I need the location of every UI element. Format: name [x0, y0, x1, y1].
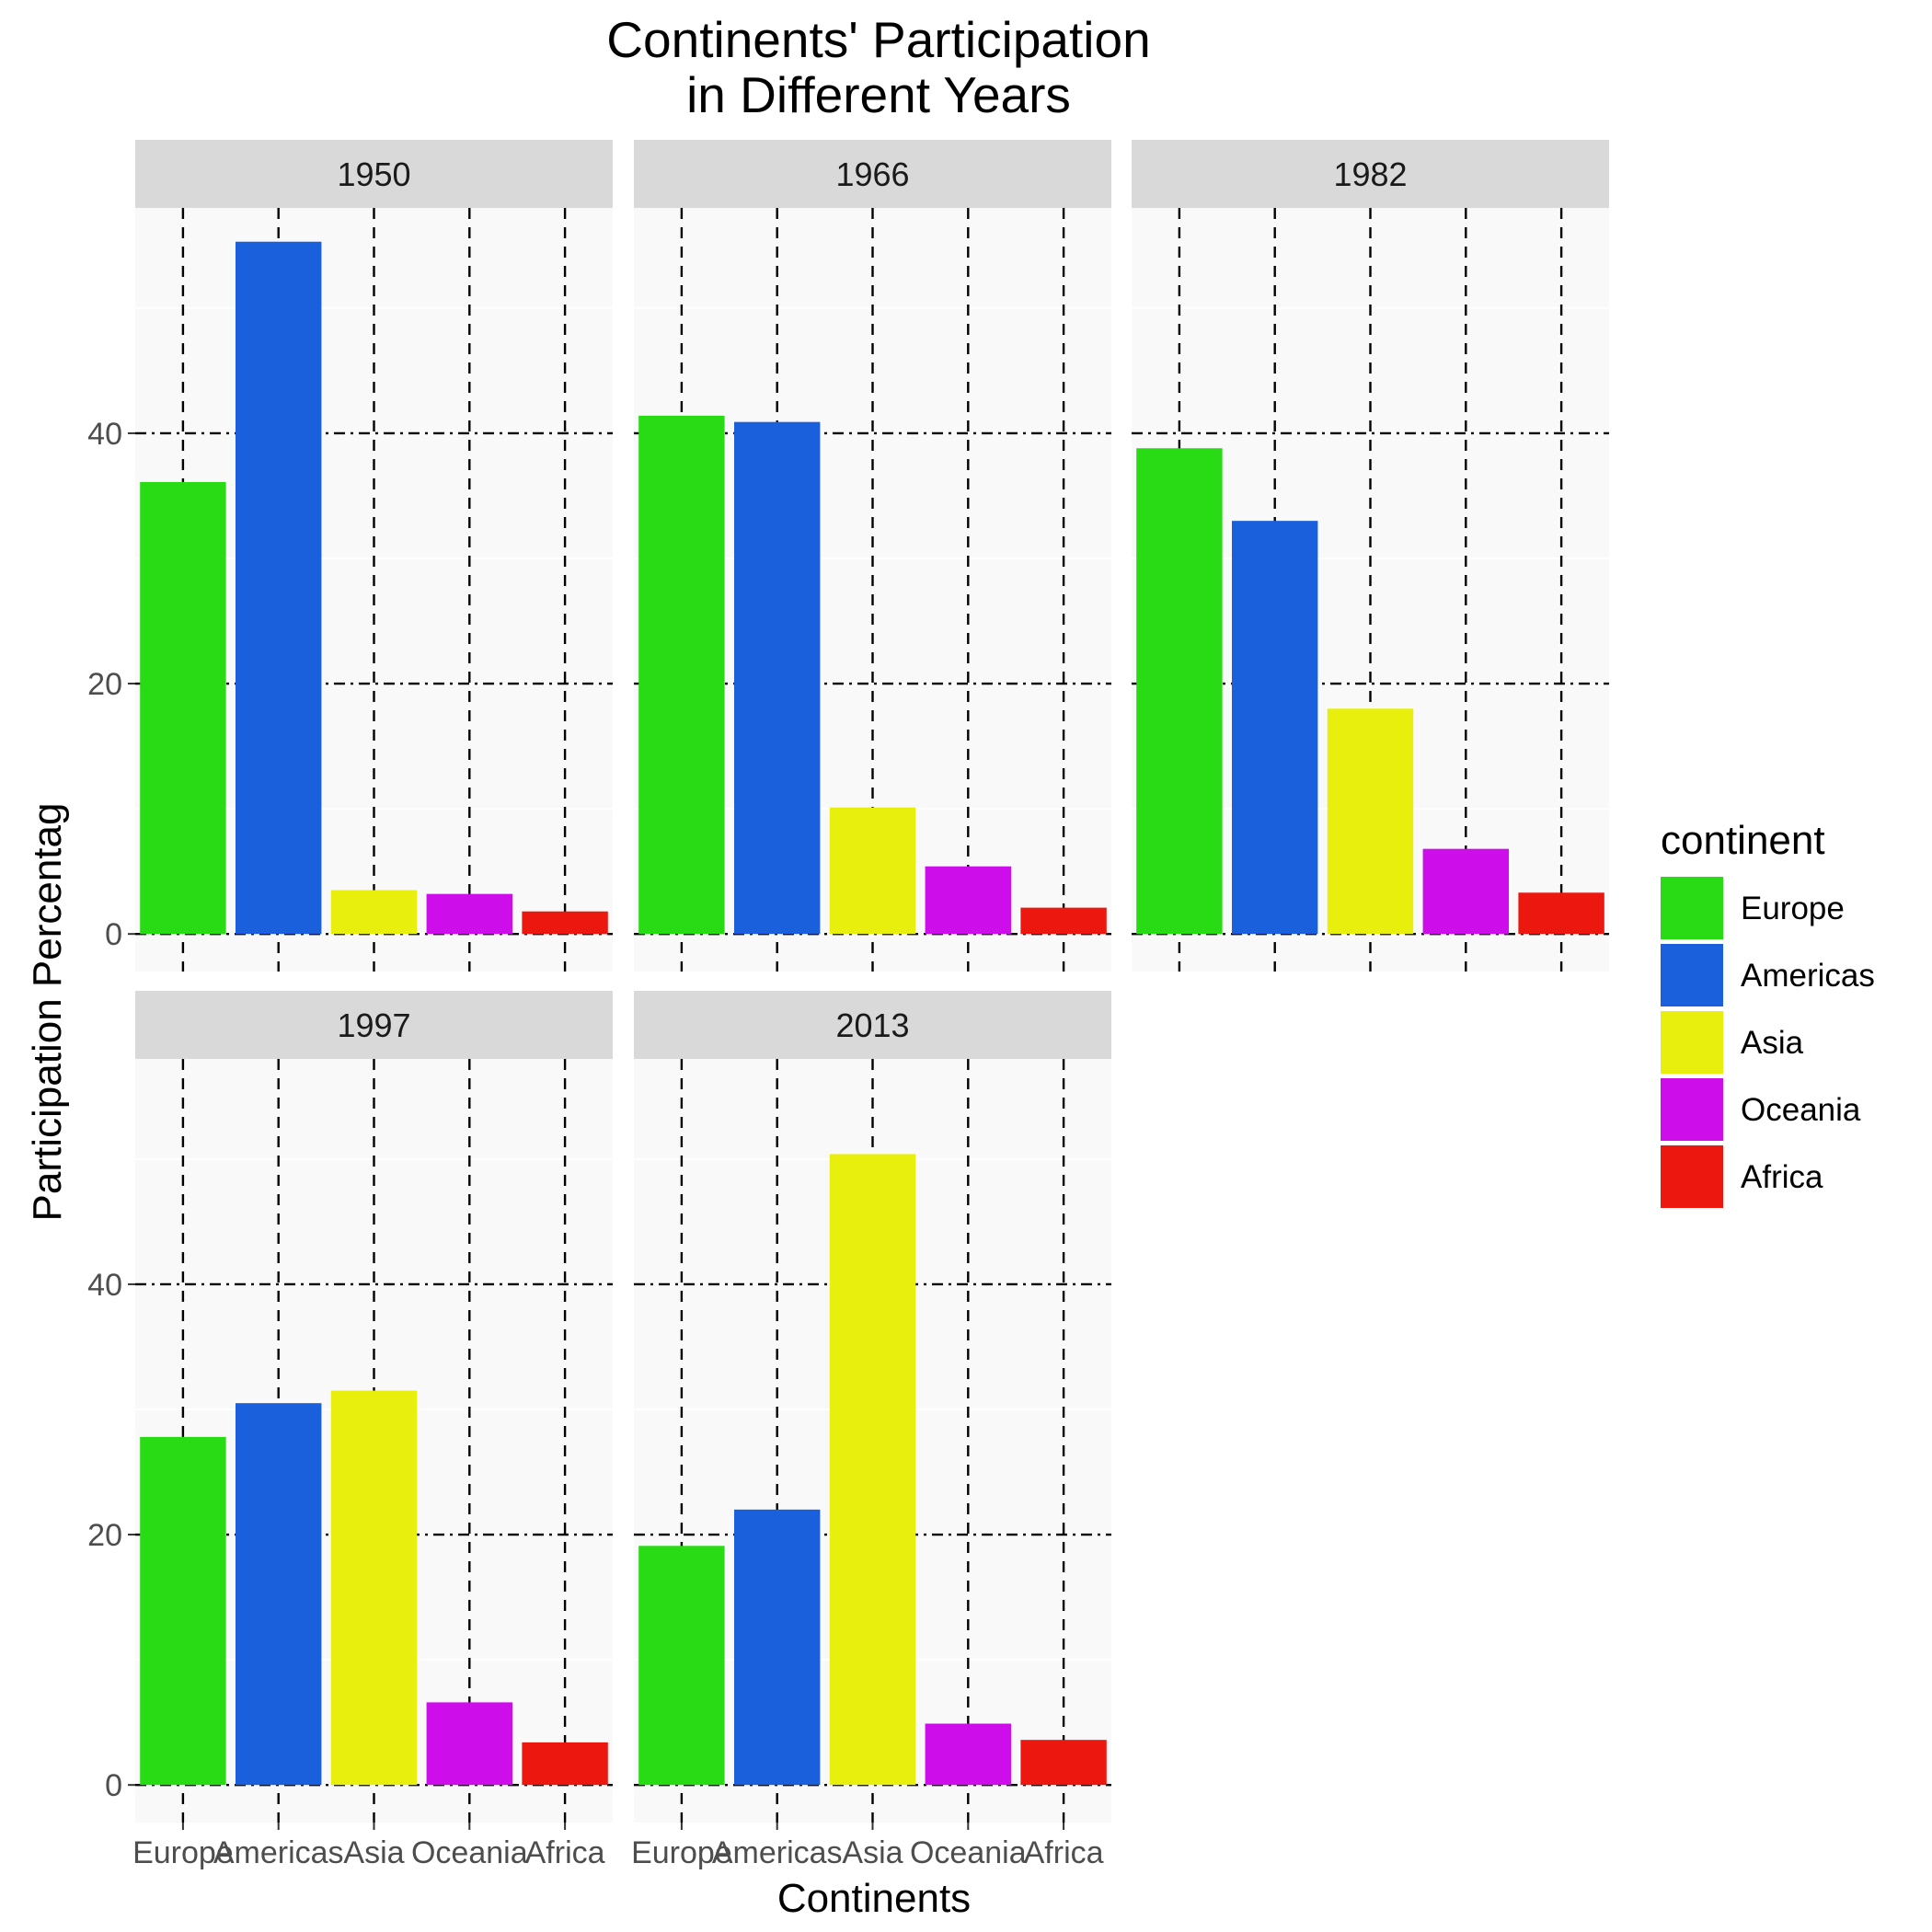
- legend-swatch: [1661, 944, 1723, 1006]
- bar-oceania-1966: [925, 866, 1012, 935]
- bar-americas-1982: [1231, 521, 1318, 935]
- bar-americas-2013: [733, 1509, 821, 1786]
- facet-strip-label: 1997: [337, 1006, 410, 1044]
- bar-europe-1997: [140, 1436, 226, 1786]
- bar-asia-1950: [330, 890, 418, 935]
- bar-americas-1997: [235, 1403, 322, 1786]
- legend-items: Europe Americas Asia Oceania Africa: [1661, 877, 1875, 1208]
- bar-europe-1966: [638, 415, 725, 935]
- facet-panel-1982: 1982: [1132, 140, 1609, 972]
- bar-oceania-1982: [1422, 848, 1510, 935]
- facet-panel-1950: 1950 0 20 40: [87, 140, 613, 972]
- legend-label: Africa: [1741, 1159, 1823, 1195]
- bar-europe-2013: [638, 1546, 725, 1786]
- y-axis-title-group: Participation Percentag: [25, 803, 70, 1222]
- facet-strip-label: 2013: [835, 1006, 909, 1044]
- bar-africa-1950: [522, 911, 608, 935]
- legend-swatch: [1661, 1078, 1723, 1141]
- legend-label: Americas: [1741, 958, 1875, 994]
- y-tick-label: 40: [87, 417, 122, 452]
- facet-strip-label: 1950: [337, 155, 410, 193]
- y-axis-title: Participation Percentag: [25, 803, 70, 1222]
- legend-label: Oceania: [1741, 1092, 1861, 1128]
- x-tick-label: Africa: [525, 1835, 605, 1870]
- chart-title-line-2: in Different Years: [686, 66, 1071, 123]
- legend-label: Europe: [1741, 891, 1845, 926]
- bar-africa-1997: [522, 1742, 608, 1786]
- bar-asia-1982: [1327, 708, 1414, 935]
- bar-americas-1966: [733, 421, 821, 935]
- facet-strip: [135, 991, 613, 1059]
- y-tick-label: 40: [87, 1268, 122, 1303]
- legend-item-africa: Africa: [1661, 1145, 1823, 1208]
- facet-strip: [1132, 140, 1609, 208]
- y-tick-label: 20: [87, 667, 122, 702]
- facet-strip-label: 1966: [835, 155, 909, 193]
- bar-europe-1950: [140, 481, 226, 935]
- legend-item-americas: Americas: [1661, 944, 1875, 1006]
- bar-africa-1982: [1518, 892, 1604, 935]
- legend-item-asia: Asia: [1661, 1011, 1804, 1074]
- facet-strip: [634, 991, 1111, 1059]
- x-tick-label: Americas: [712, 1835, 843, 1870]
- legend-label: Asia: [1741, 1025, 1804, 1061]
- bar-asia-2013: [829, 1154, 916, 1786]
- legend-item-europe: Europe: [1661, 877, 1845, 939]
- x-tick-label: Europe: [132, 1835, 234, 1870]
- x-axis-title: Continents: [777, 1876, 971, 1921]
- facet-panel-1966: 1966: [634, 140, 1111, 972]
- legend-swatch: [1661, 1145, 1723, 1208]
- bar-oceania-1950: [426, 893, 513, 935]
- bar-oceania-2013: [925, 1723, 1012, 1786]
- legend: continent Europe Americas Asia Oceania Afric…: [1661, 818, 1875, 1208]
- x-tick-label: Asia: [343, 1835, 404, 1870]
- chart-title: Continents' Participation in Different Y…: [606, 11, 1150, 123]
- chart-title-line-1: Continents' Participation: [606, 11, 1150, 68]
- bar-asia-1997: [330, 1390, 418, 1786]
- x-tick-label: Americas: [213, 1835, 344, 1870]
- y-tick-label: 0: [105, 917, 122, 952]
- bar-oceania-1997: [426, 1702, 513, 1786]
- legend-item-oceania: Oceania: [1661, 1078, 1861, 1141]
- x-tick-label: Africa: [1024, 1835, 1104, 1870]
- legend-swatch: [1661, 877, 1723, 939]
- y-tick-label: 20: [87, 1518, 122, 1553]
- facet-strip-label: 1982: [1333, 155, 1407, 193]
- facet-strip: [634, 140, 1111, 208]
- bar-africa-1966: [1020, 907, 1107, 935]
- bar-asia-1966: [829, 807, 916, 935]
- legend-swatch: [1661, 1011, 1723, 1074]
- bar-europe-1982: [1136, 448, 1223, 935]
- facet-strip: [135, 140, 613, 208]
- legend-title: continent: [1661, 818, 1825, 863]
- y-tick-label: 0: [105, 1768, 122, 1803]
- bar-africa-2013: [1020, 1740, 1107, 1786]
- x-tick-label: Asia: [842, 1835, 903, 1870]
- x-tick-label: Europe: [631, 1835, 732, 1870]
- x-tick-label: Oceania: [411, 1835, 528, 1870]
- bar-americas-1950: [235, 241, 322, 935]
- x-tick-label: Oceania: [910, 1835, 1027, 1870]
